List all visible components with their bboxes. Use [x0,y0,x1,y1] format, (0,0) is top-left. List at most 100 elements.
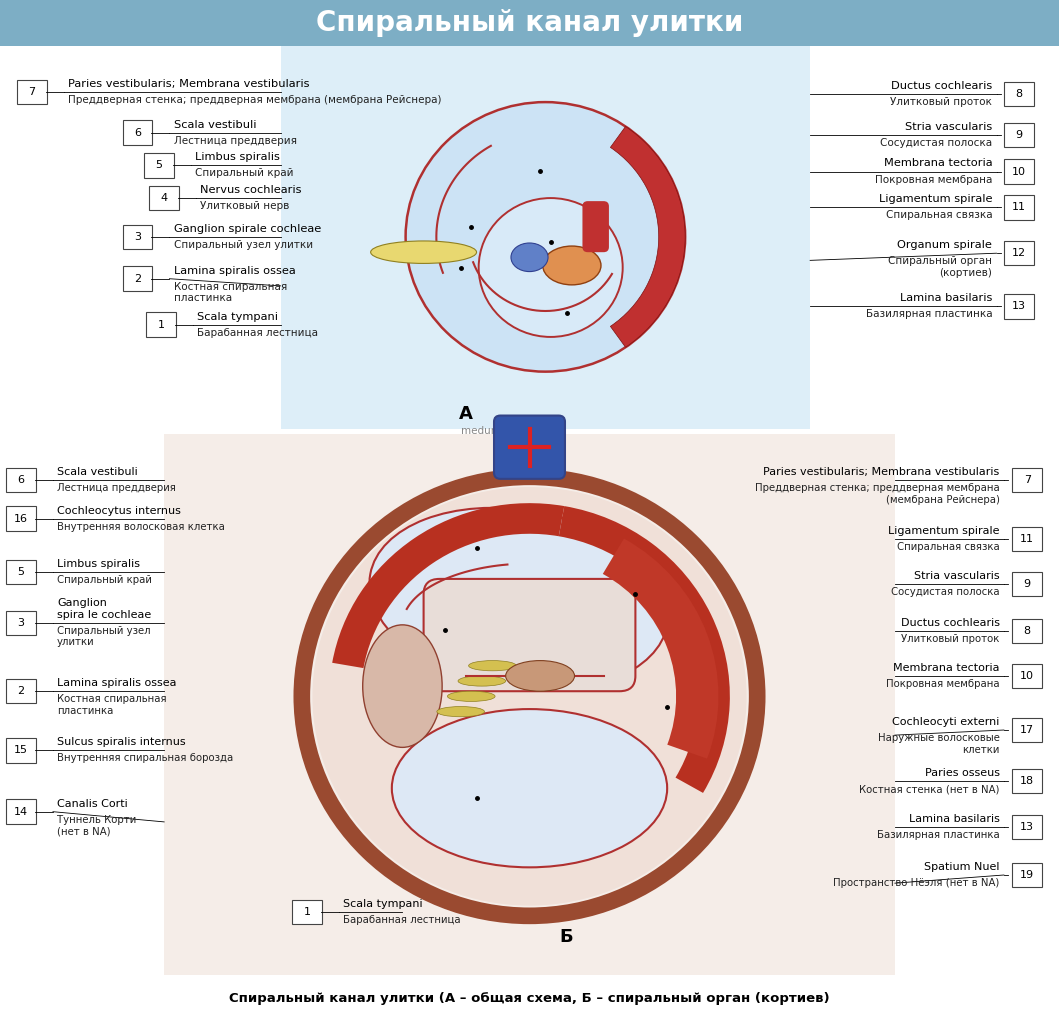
Text: 7: 7 [29,87,35,97]
Ellipse shape [459,676,506,686]
FancyBboxPatch shape [1012,527,1042,551]
Wedge shape [333,503,564,668]
FancyBboxPatch shape [6,506,36,531]
FancyBboxPatch shape [1012,769,1042,793]
FancyBboxPatch shape [146,312,176,337]
Text: 15: 15 [14,745,29,756]
Circle shape [406,102,685,372]
Wedge shape [559,506,730,793]
FancyBboxPatch shape [1012,718,1042,742]
FancyBboxPatch shape [493,416,566,479]
FancyBboxPatch shape [424,579,635,691]
Text: 16: 16 [14,514,29,524]
FancyBboxPatch shape [1012,619,1042,643]
Text: 9: 9 [1016,130,1022,140]
FancyBboxPatch shape [1004,241,1034,265]
FancyBboxPatch shape [1012,468,1042,492]
Text: 5: 5 [18,567,24,577]
FancyBboxPatch shape [6,679,36,703]
Text: 4: 4 [161,193,167,203]
FancyBboxPatch shape [1012,664,1042,688]
Text: Улитковый нерв: Улитковый нерв [200,201,289,211]
Text: 3: 3 [18,618,24,628]
Text: Спиральный узел
улитки: Спиральный узел улитки [57,626,150,647]
Text: Ligamentum spirale: Ligamentum spirale [889,526,1000,536]
Ellipse shape [392,709,667,868]
Text: 1: 1 [158,320,164,330]
Text: 8: 8 [1016,89,1022,99]
Ellipse shape [370,507,668,691]
Text: Спиральный канал улитки: Спиральный канал улитки [316,9,743,38]
FancyBboxPatch shape [144,153,174,178]
Text: Преддверная стенка; преддверная мембрана (мембрана Рейснера): Преддверная стенка; преддверная мембрана… [68,95,442,105]
Text: Сосудистая полоска: Сосудистая полоска [880,138,992,148]
Text: Спиральный край: Спиральный край [57,575,152,585]
Text: Внутренняя спиральная борозда: Внутренняя спиральная борозда [57,753,233,764]
Text: 7: 7 [1024,475,1030,485]
Text: Sulcus spiralis internus: Sulcus spiralis internus [57,737,185,747]
Text: Улитковый проток: Улитковый проток [901,634,1000,644]
Text: Lamina basilaris: Lamina basilaris [909,814,1000,824]
Text: Ganglion
spira le cochleae: Ganglion spira le cochleae [57,598,151,620]
Text: Canalis Corti: Canalis Corti [57,798,128,809]
Text: 6: 6 [18,475,24,485]
Text: Сосудистая полоска: Сосудистая полоска [891,587,1000,597]
Text: 13: 13 [1020,822,1035,832]
FancyBboxPatch shape [17,80,47,104]
Text: Наружные волосковые
клетки: Наружные волосковые клетки [878,733,1000,755]
FancyBboxPatch shape [6,560,36,584]
Text: Scala tympani: Scala tympani [197,311,277,322]
FancyBboxPatch shape [6,611,36,635]
Text: Б: Б [560,928,573,946]
Text: Ganglion spirale cochleae: Ganglion spirale cochleae [174,224,321,234]
Ellipse shape [543,246,602,285]
Text: meduniver.com: meduniver.com [461,426,541,436]
Text: 12: 12 [1011,248,1026,258]
Text: Scala vestibuli: Scala vestibuli [174,119,256,130]
Text: Спиральный край: Спиральный край [195,168,293,179]
FancyBboxPatch shape [164,434,895,975]
Text: 2: 2 [134,274,141,284]
FancyBboxPatch shape [1004,195,1034,220]
Text: Барабанная лестница: Барабанная лестница [197,328,318,338]
Text: Ductus cochlearis: Ductus cochlearis [901,618,1000,628]
Text: Limbus spiralis: Limbus spiralis [195,152,280,162]
Text: Лестница преддверия: Лестница преддверия [174,136,297,146]
Text: Базилярная пластинка: Базилярная пластинка [877,830,1000,840]
Text: Спиральная связка: Спиральная связка [897,542,1000,552]
Text: Покровная мембрана: Покровная мембрана [875,175,992,185]
Text: 6: 6 [134,128,141,138]
Text: 3: 3 [134,232,141,242]
FancyBboxPatch shape [281,46,810,429]
FancyBboxPatch shape [1012,572,1042,596]
Text: Spatium Nuel: Spatium Nuel [925,862,1000,872]
Text: Paries vestibularis; Membrana vestibularis: Paries vestibularis; Membrana vestibular… [68,79,309,89]
Text: Барабанная лестница: Барабанная лестница [343,915,461,925]
Text: Покровная мембрана: Покровная мембрана [886,679,1000,689]
Text: Спиральный узел улитки: Спиральный узел улитки [174,240,312,250]
FancyBboxPatch shape [0,0,1059,46]
Text: 8: 8 [1024,626,1030,636]
Wedge shape [603,538,718,759]
FancyBboxPatch shape [1012,863,1042,887]
Text: Пространство Нёэля (нет в NA): Пространство Нёэля (нет в NA) [833,878,1000,888]
Text: Membrana tectoria: Membrana tectoria [893,663,1000,673]
Text: Спиральный канал улитки (А – общая схема, Б – спиральный орган (кортиев): Спиральный канал улитки (А – общая схема… [229,992,830,1005]
Text: Paries osseus: Paries osseus [925,768,1000,778]
Text: 9: 9 [1024,579,1030,589]
FancyBboxPatch shape [6,468,36,492]
Text: Membrana tectoria: Membrana tectoria [883,158,992,168]
FancyBboxPatch shape [582,201,609,252]
Text: Cochleocyti externi: Cochleocyti externi [893,717,1000,727]
Text: 14: 14 [14,807,29,817]
Text: Спиральная связка: Спиральная связка [885,210,992,221]
Text: 11: 11 [1011,202,1026,212]
Text: 11: 11 [1020,534,1035,544]
Text: Limbus spiralis: Limbus spiralis [57,558,140,569]
FancyBboxPatch shape [1004,82,1034,106]
Text: Ligamentum spirale: Ligamentum spirale [879,194,992,204]
FancyBboxPatch shape [1004,294,1034,319]
FancyBboxPatch shape [149,186,179,210]
FancyBboxPatch shape [1004,159,1034,184]
Text: 1: 1 [304,907,310,917]
